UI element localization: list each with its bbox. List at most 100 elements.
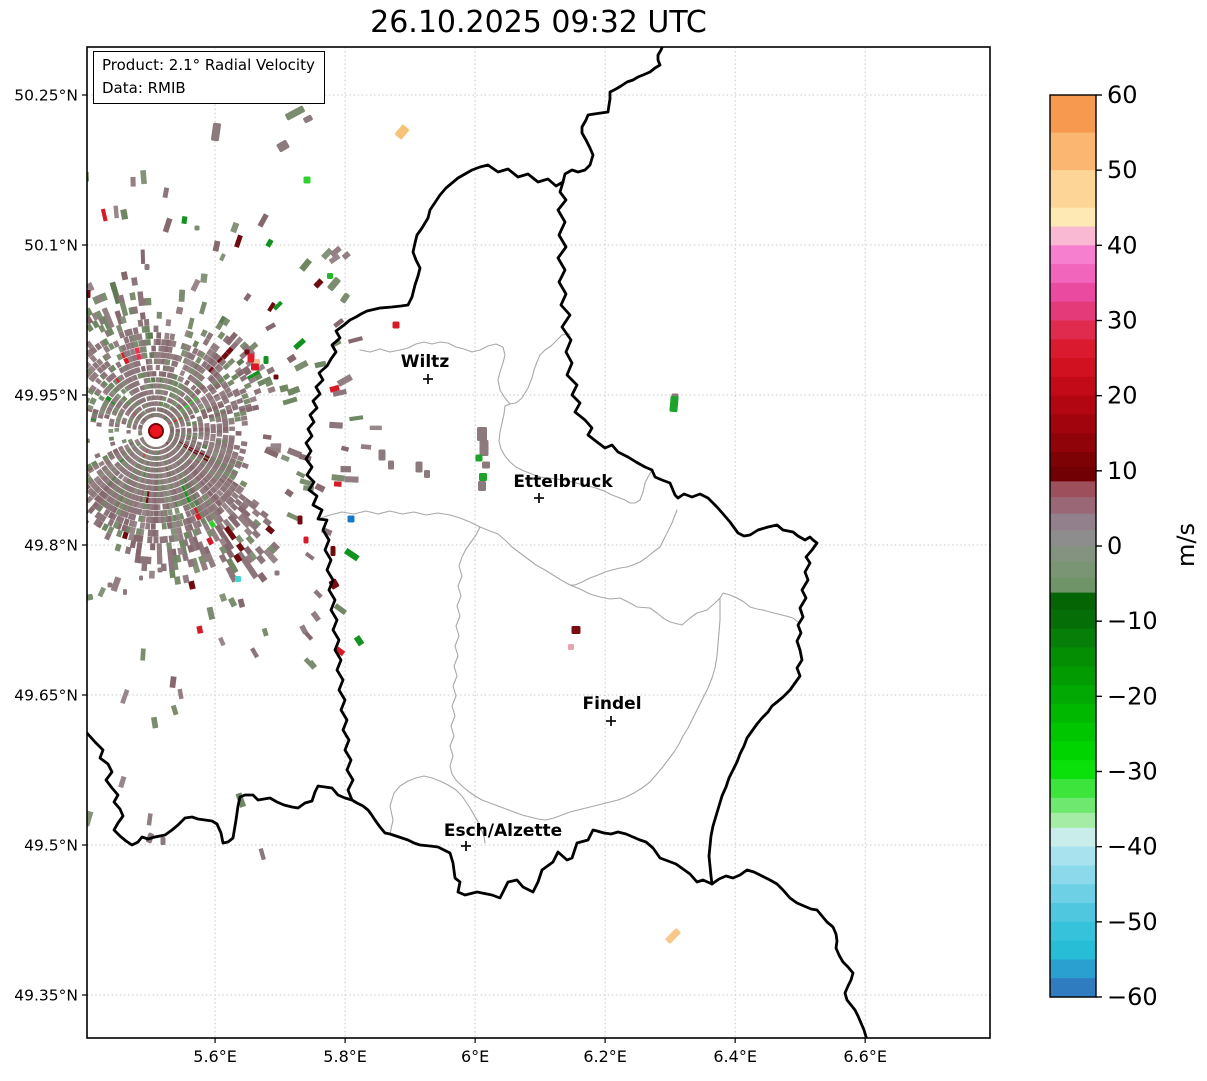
- colorbar-tick-label: −10: [1107, 607, 1158, 635]
- radar-blip: [482, 461, 490, 469]
- info-box-product-line: Product: 2.1° Radial Velocity: [102, 56, 315, 74]
- radar-blip: [392, 321, 400, 329]
- city-marker-plus-icon: [423, 374, 433, 384]
- x-tick-label: 5.8°E: [323, 1047, 367, 1066]
- colorbar-band: [1050, 812, 1096, 829]
- radar-blip: [276, 139, 290, 153]
- colorbar-band: [1050, 685, 1096, 705]
- canton-border: [569, 509, 678, 586]
- radar-blip: [273, 374, 279, 380]
- radar-echo-field: [87, 169, 382, 861]
- radar-blip: [247, 353, 255, 363]
- radar-blip: [415, 461, 423, 473]
- colorbar-band: [1050, 497, 1096, 515]
- radar-blip: [303, 536, 309, 544]
- radar-blip: [327, 273, 333, 279]
- colorbar-band: [1050, 301, 1096, 322]
- colorbar-band: [1050, 414, 1096, 434]
- plot-frame: [86, 46, 991, 1039]
- colorbar-band: [1050, 592, 1096, 611]
- radar-blip: [251, 363, 259, 371]
- city-marker-plus-icon: [461, 841, 471, 851]
- colorbar-band: [1050, 827, 1096, 848]
- colorbar-band: [1050, 376, 1096, 397]
- colorbar-tick-label: 10: [1107, 457, 1138, 485]
- country-border: [87, 731, 354, 847]
- radar-blip: [194, 225, 200, 231]
- radar-blip: [244, 349, 250, 355]
- colorbar-band: [1050, 282, 1096, 303]
- y-tick-label: 49.5°N: [24, 837, 78, 855]
- radar-blip: [107, 582, 113, 588]
- city-label: Ettelbruck: [513, 472, 613, 492]
- colorbar-band: [1050, 978, 1096, 998]
- colorbar-tick-label: 0: [1107, 532, 1122, 560]
- colorbar-tick-label: 50: [1107, 156, 1138, 184]
- colorbar-band: [1050, 339, 1096, 359]
- colorbar-band: [1050, 846, 1096, 867]
- colorbar-unit-label: m/s: [1172, 523, 1200, 567]
- axis-ticks: [82, 94, 866, 1043]
- radar-blip: [144, 264, 150, 270]
- canton-border: [449, 526, 721, 821]
- colorbar-band: [1050, 666, 1096, 686]
- radar-blip: [87, 593, 94, 603]
- radar-blip: [123, 589, 127, 595]
- city-label: Findel: [582, 694, 641, 714]
- radar-blip: [378, 449, 386, 461]
- colorbar-band: [1050, 647, 1096, 667]
- colorbar-band: [1050, 940, 1096, 961]
- city-labels: Wiltz Ettelbruck Findel Esch/Alzette: [401, 352, 642, 851]
- x-tick-label: 6°E: [461, 1047, 489, 1066]
- colorbar-tick-label: 60: [1107, 81, 1138, 109]
- colorbar-band: [1050, 577, 1096, 594]
- colorbar-band: [1050, 546, 1096, 563]
- y-tick-label: 50.1°N: [24, 237, 78, 255]
- canton-border: [389, 775, 486, 844]
- radar-blip: [394, 124, 410, 140]
- city-marker-plus-icon: [534, 493, 544, 503]
- radar-blip: [347, 515, 355, 523]
- radar-blip: [665, 928, 681, 944]
- colorbar-tick-label: 20: [1107, 382, 1138, 410]
- y-tick-label: 50.25°N: [14, 87, 78, 105]
- colorbar-band: [1050, 722, 1096, 743]
- radar-blip: [571, 626, 581, 634]
- y-tick-label: 49.65°N: [14, 687, 78, 705]
- radar-blip: [478, 481, 486, 491]
- colorbar: 60 50 40 30 20 10 0 −10 −20 −30 −40 −50 −60: [1049, 81, 1158, 1011]
- y-tick-label: 49.35°N: [14, 987, 78, 1005]
- radar-blip: [157, 567, 163, 573]
- info-box: Product: 2.1° Radial Velocity Data: RMIB: [93, 51, 325, 104]
- plot-background: [87, 47, 990, 1038]
- colorbar-band: [1050, 226, 1096, 246]
- radar-blip: [210, 122, 222, 142]
- colorbar-band: [1050, 865, 1096, 885]
- country-border: [561, 47, 664, 184]
- colorbar-tick-label: 30: [1107, 307, 1138, 335]
- canton-border: [359, 333, 571, 405]
- x-tick-label: 6.6°E: [843, 1047, 887, 1066]
- colorbar-band: [1050, 884, 1096, 904]
- radar-blip: [285, 105, 305, 121]
- colorbar-band: [1050, 530, 1096, 547]
- colorbar-band: [1050, 132, 1096, 171]
- colorbar-tick-label: 40: [1107, 231, 1138, 259]
- colorbar-band: [1050, 170, 1096, 209]
- radar-blip: [297, 515, 303, 525]
- radar-blip: [139, 575, 143, 581]
- radar-blip: [303, 176, 311, 184]
- radar-blip: [235, 576, 241, 582]
- radar-blip: [160, 837, 166, 845]
- colorbar-band: [1050, 264, 1096, 284]
- colorbar-band: [1050, 320, 1096, 340]
- colorbar-band: [1050, 245, 1096, 265]
- colorbar-band: [1050, 609, 1096, 630]
- city-marker-plus-icon: [606, 716, 616, 726]
- canton-border: [498, 403, 653, 504]
- radar-blip: [388, 460, 394, 470]
- colorbar-band: [1050, 703, 1096, 724]
- radar-blip: [479, 473, 487, 481]
- colorbar-band: [1050, 513, 1096, 531]
